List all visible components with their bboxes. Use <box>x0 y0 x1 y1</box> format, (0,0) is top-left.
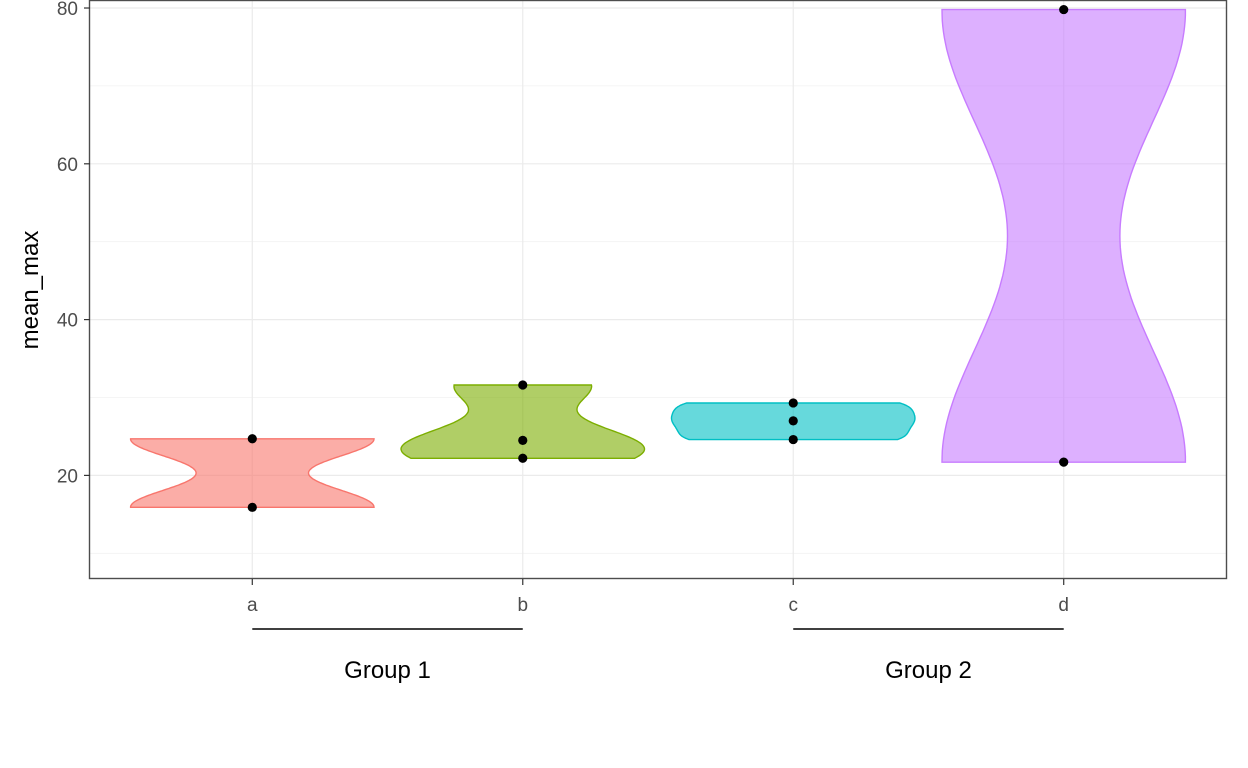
data-point-a <box>247 434 257 444</box>
plot-panel-border <box>88 0 1228 580</box>
y-tick-label: 80 <box>57 0 78 20</box>
data-point-d <box>1059 4 1069 15</box>
data-point-c <box>788 416 798 426</box>
x-axis: a b c d <box>247 579 1069 616</box>
violin-b <box>400 384 646 459</box>
y-tick-label: 40 <box>57 311 78 332</box>
data-point-a <box>247 502 257 512</box>
y-tick-label: 60 <box>57 155 78 176</box>
y-axis-title: mean_max <box>17 231 44 350</box>
x-tick-label: c <box>788 595 798 616</box>
group-label: Group 2 <box>885 657 972 684</box>
y-tick-label: 20 <box>57 466 78 487</box>
data-points <box>247 4 1069 512</box>
violin-d <box>941 8 1187 463</box>
data-point-d <box>1059 457 1069 467</box>
data-point-b <box>518 435 528 445</box>
y-axis: 20 40 60 80 <box>57 0 90 487</box>
group-brackets: Group 1 Group 2 <box>252 628 1064 684</box>
x-tick-label: a <box>247 595 258 616</box>
x-tick-label: b <box>517 595 528 616</box>
data-point-b <box>518 453 528 463</box>
x-tick-label: d <box>1058 595 1069 616</box>
data-point-b <box>518 380 528 390</box>
violin-a <box>129 438 375 508</box>
data-point-c <box>788 398 798 408</box>
violins <box>129 8 1187 508</box>
group-label: Group 1 <box>344 657 431 684</box>
data-point-c <box>788 434 798 445</box>
